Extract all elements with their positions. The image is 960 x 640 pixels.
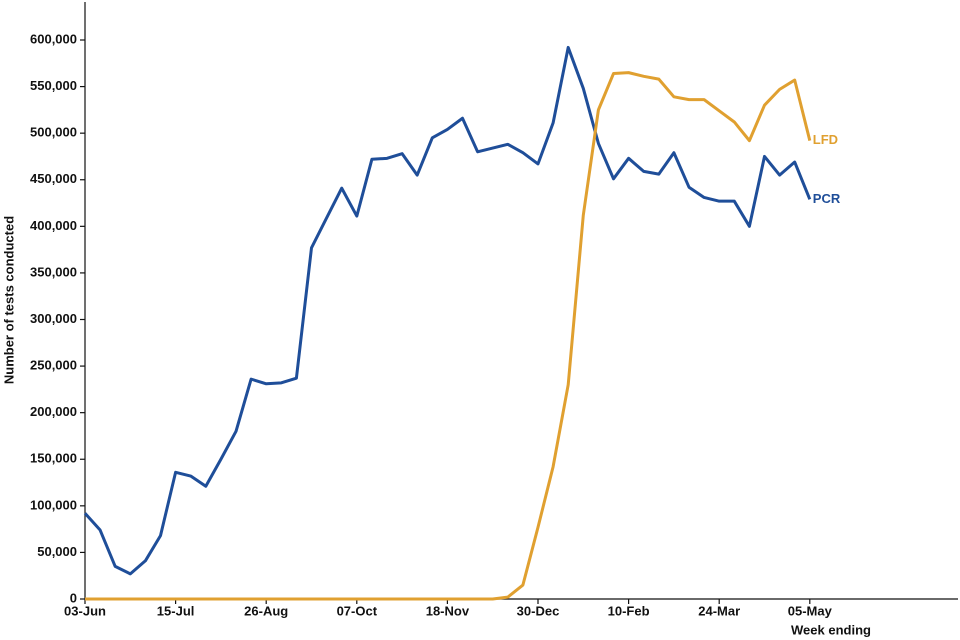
y-tick-label: 300,000 — [30, 311, 77, 326]
series-line — [85, 71, 812, 601]
x-tick-label: 03-Jun — [64, 603, 106, 618]
x-tick-label: 30-Dec — [517, 603, 560, 618]
x-tick-label: 15-Jul — [157, 603, 195, 618]
x-tick-label: 26-Aug — [244, 603, 288, 618]
y-tick-label: 200,000 — [30, 404, 77, 419]
x-tick-label: 10-Feb — [608, 603, 650, 618]
y-tick-label: 150,000 — [30, 451, 77, 466]
y-tick-label: 400,000 — [30, 218, 77, 233]
x-tick-label: 24-Mar — [698, 603, 740, 618]
x-tick-label: 05-May — [788, 603, 833, 618]
y-tick-label: 250,000 — [30, 358, 77, 373]
x-axis-title: Week ending — [791, 622, 871, 637]
series-label: PCR — [813, 191, 841, 206]
y-tick-label: 0 — [70, 590, 77, 605]
series-line — [83, 45, 812, 576]
y-tick-label: 450,000 — [30, 171, 77, 186]
y-axis-title: Number of tests conducted — [1, 216, 16, 384]
y-tick-label: 550,000 — [30, 78, 77, 93]
x-tick-label: 07-Oct — [337, 603, 378, 618]
y-tick-label: 350,000 — [30, 264, 77, 279]
y-tick-label: 500,000 — [30, 125, 77, 140]
y-tick-label: 600,000 — [30, 31, 77, 46]
y-tick-label: 50,000 — [37, 544, 77, 559]
x-tick-label: 18-Nov — [426, 603, 470, 618]
series-label: LFD — [813, 132, 838, 147]
y-tick-label: 100,000 — [30, 497, 77, 512]
